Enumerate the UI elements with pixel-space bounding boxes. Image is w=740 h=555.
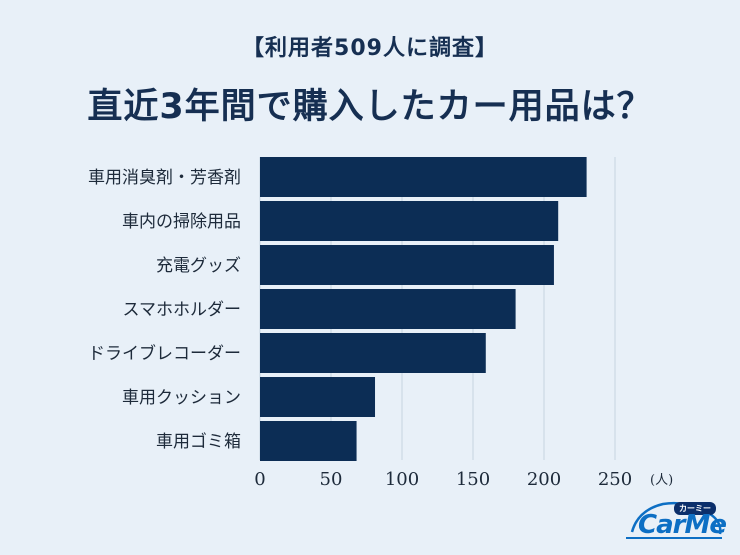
chart-subtitle: 【利用者509人に調査】	[242, 36, 498, 61]
x-tick-label: 200	[527, 469, 561, 490]
category-label: 車用クッション	[122, 388, 241, 408]
category-label: スマホホルダー	[123, 300, 242, 320]
x-tick-label: 150	[456, 469, 490, 490]
x-tick-label: 0	[254, 469, 265, 490]
x-tick-label: 50	[320, 469, 343, 490]
bar	[260, 377, 376, 417]
category-label: ドライブレコーダー	[88, 343, 241, 364]
bar	[260, 201, 559, 241]
logo-word: CarMe	[638, 510, 727, 540]
logo-tag: カーミー	[674, 502, 716, 515]
bar	[260, 421, 357, 461]
category-label: 充電グッズ	[156, 256, 241, 276]
bar	[260, 157, 587, 197]
x-unit-label: (人)	[650, 473, 673, 488]
x-tick-label: 250	[598, 469, 632, 490]
bar	[260, 245, 554, 285]
category-label: 車用ゴミ箱	[156, 431, 241, 452]
carme-logo: カーミー CarMe	[618, 492, 728, 548]
x-tick-label: 100	[385, 469, 419, 490]
chart-title: 直近3年間で購入したカー用品は？	[87, 87, 653, 127]
category-label: 車内の掃除用品	[122, 212, 241, 232]
category-label: 車用消臭剤・芳香剤	[88, 168, 241, 188]
bar	[260, 333, 486, 373]
bar	[260, 289, 516, 329]
